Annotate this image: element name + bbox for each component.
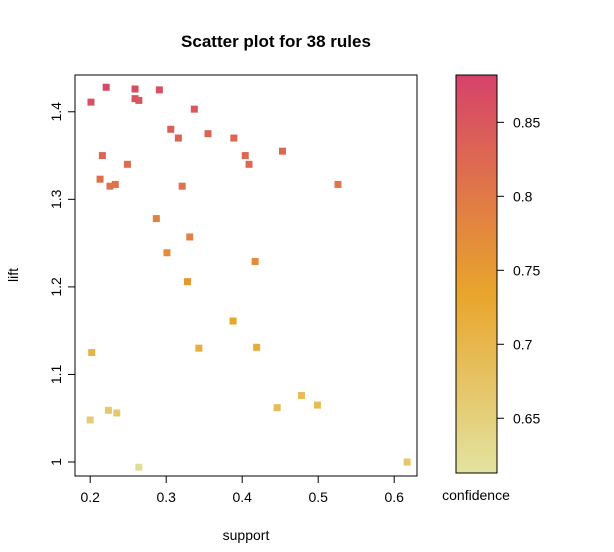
data-point [403, 458, 411, 466]
data-point [186, 233, 194, 241]
data-point [245, 160, 253, 168]
data-point [174, 134, 182, 142]
data-point [88, 349, 96, 357]
data-point [152, 215, 160, 223]
data-point [135, 463, 143, 471]
colorbar-tick-label: 0.85 [513, 114, 540, 130]
data-point [334, 180, 342, 188]
colorbar-label: confidence [442, 487, 510, 503]
x-axis-label: support [223, 527, 270, 543]
y-tick-label: 1.4 [48, 102, 64, 122]
colorbar-tick-label: 0.8 [513, 188, 533, 204]
x-tick-label: 0.5 [308, 489, 328, 505]
y-tick-label: 1.2 [48, 277, 64, 297]
data-point [278, 147, 286, 155]
y-axis: 1 1.1 1.2 1.3 1.4 [48, 102, 76, 466]
data-point [297, 391, 305, 399]
y-tick-label: 1 [48, 458, 64, 466]
chart-title: Scatter plot for 38 rules [181, 32, 371, 51]
data-point [113, 409, 121, 417]
data-point [195, 344, 203, 352]
data-point [102, 83, 110, 91]
data-point [251, 257, 259, 265]
data-point [86, 416, 94, 424]
data-point [131, 95, 139, 103]
colorbar-ticks: 0.65 0.7 0.75 0.8 0.85 [497, 114, 540, 426]
colorbar [455, 74, 498, 474]
x-tick-label: 0.6 [384, 489, 404, 505]
x-tick-label: 0.4 [232, 489, 252, 505]
data-point [273, 404, 281, 412]
colorbar-tick-label: 0.65 [513, 410, 540, 426]
data-point [87, 98, 95, 106]
data-point [313, 401, 321, 409]
data-point [98, 152, 106, 160]
data-point [178, 182, 186, 190]
data-point [135, 96, 143, 104]
data-point [204, 130, 212, 138]
data-point [163, 249, 171, 257]
data-point [96, 175, 104, 183]
x-tick-label: 0.3 [156, 489, 176, 505]
data-point [229, 317, 237, 325]
data-point [104, 406, 112, 414]
y-tick-label: 1.1 [48, 364, 64, 384]
plot-area-frame [74, 74, 418, 477]
data-point [190, 105, 198, 113]
data-point [111, 180, 119, 188]
colorbar-tick-label: 0.7 [513, 336, 533, 352]
data-point [106, 182, 114, 190]
data-point [253, 343, 261, 351]
data-point [123, 160, 131, 168]
data-point [155, 86, 163, 94]
data-point [241, 152, 249, 160]
x-axis: 0.2 0.3 0.4 0.5 0.6 [80, 475, 404, 505]
data-point [167, 125, 175, 133]
x-tick-label: 0.2 [80, 489, 100, 505]
colorbar-tick-label: 0.75 [513, 262, 540, 278]
data-point [131, 85, 139, 93]
y-tick-label: 1.3 [48, 189, 64, 209]
data-point [183, 278, 191, 286]
data-points [86, 83, 411, 471]
y-axis-label: lift [5, 268, 21, 282]
data-point [230, 134, 238, 142]
